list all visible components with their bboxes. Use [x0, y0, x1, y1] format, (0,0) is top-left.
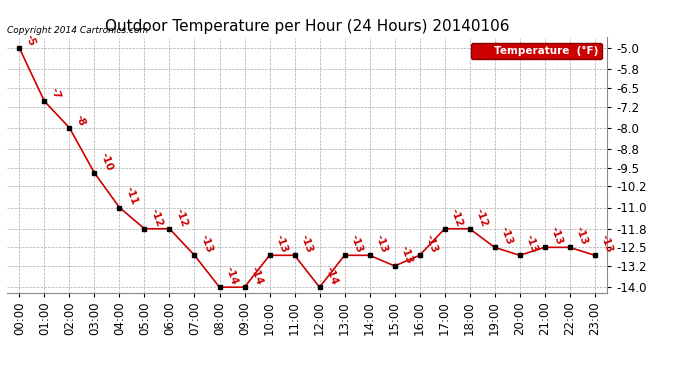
- Text: -14: -14: [224, 265, 239, 286]
- Text: -13: -13: [299, 234, 315, 255]
- Text: -13: -13: [499, 225, 515, 247]
- Text: -10: -10: [99, 151, 115, 172]
- Text: -12: -12: [474, 207, 490, 228]
- Text: -12: -12: [174, 207, 190, 228]
- Text: -11: -11: [124, 186, 139, 207]
- Text: -12: -12: [148, 207, 164, 228]
- Text: -13: -13: [549, 225, 564, 247]
- Text: -14: -14: [248, 265, 264, 286]
- Text: -13: -13: [348, 234, 364, 255]
- Text: -13: -13: [424, 234, 440, 255]
- Legend: Temperature  (°F): Temperature (°F): [471, 43, 602, 59]
- Text: -13: -13: [199, 234, 215, 255]
- Title: Outdoor Temperature per Hour (24 Hours) 20140106: Outdoor Temperature per Hour (24 Hours) …: [105, 18, 509, 33]
- Text: -5: -5: [23, 33, 37, 47]
- Text: -12: -12: [448, 207, 464, 228]
- Text: -13: -13: [274, 234, 290, 255]
- Text: Copyright 2014 Cartronics.com: Copyright 2014 Cartronics.com: [7, 26, 148, 35]
- Text: -13: -13: [574, 225, 590, 247]
- Text: -13: -13: [524, 234, 540, 255]
- Text: -13: -13: [374, 234, 390, 255]
- Text: -13: -13: [599, 234, 615, 255]
- Text: -8: -8: [74, 113, 87, 127]
- Text: -7: -7: [48, 86, 62, 100]
- Text: -13: -13: [399, 244, 415, 265]
- Text: -14: -14: [324, 265, 339, 286]
